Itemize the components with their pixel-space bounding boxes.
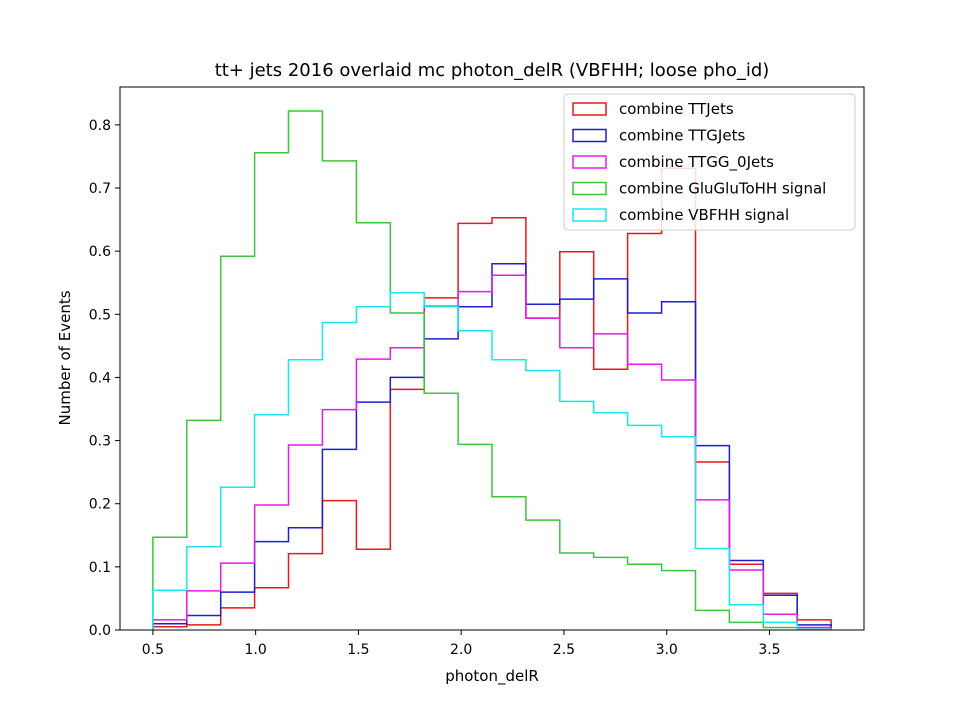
y-tick-label: 0.5: [89, 307, 111, 323]
x-tick-label: 1.0: [245, 642, 267, 658]
x-tick-label: 2.5: [553, 642, 575, 658]
axes-layer: 0.5 1.0 1.5 2.0 2.5 3.0 3.5 0.0 0.1 0.2 0.3 0.4 0.5 0…: [89, 118, 781, 658]
histogram-series-4: [152, 292, 832, 631]
legend-label: combine TTJets: [619, 100, 734, 118]
series-layer: [152, 110, 832, 631]
legend-swatch: [572, 208, 607, 222]
y-tick-label: 0.1: [89, 560, 111, 576]
x-tick-label: 3.0: [656, 642, 678, 658]
chart-title: tt+ jets 2016 overlaid mc photon_delR (V…: [215, 60, 770, 81]
x-axis-label: photon_delR: [445, 667, 539, 686]
legend-swatch: [572, 102, 607, 116]
x-tick-label: 2.0: [450, 642, 472, 658]
legend-label: combine VBFHH signal: [619, 206, 789, 224]
x-tick-label: 1.5: [347, 642, 369, 658]
legend-box: [563, 93, 856, 231]
x-tick-label: 0.5: [142, 642, 164, 658]
y-tick-label: 0.7: [89, 181, 111, 197]
legend-label: combine TTGG_0Jets: [619, 153, 774, 172]
histogram-series-3: [152, 110, 832, 631]
legend: combine TTJets combine TTGJets combine TTG…: [563, 93, 856, 231]
plot-frame: [119, 86, 865, 631]
y-tick-label: 0.6: [89, 244, 111, 260]
y-axis-label: Number of Events: [56, 290, 74, 425]
legend-items: combine TTJets combine TTGJets combine TTG…: [572, 100, 826, 224]
legend-swatch: [572, 181, 607, 196]
y-tick-label: 0.2: [89, 497, 111, 513]
histogram-series-2: [152, 274, 832, 630]
y-tick-label: 0.3: [89, 434, 111, 450]
y-tick-label: 0.4: [89, 370, 111, 386]
legend-swatch: [572, 155, 607, 169]
x-tick-label: 3.5: [758, 642, 780, 658]
y-tick-label: 0.0: [89, 623, 111, 639]
legend-label: combine GluGluToHH signal: [619, 180, 826, 198]
legend-swatch: [572, 128, 607, 143]
y-tick-label: 0.8: [89, 118, 111, 134]
legend-label: combine TTGJets: [619, 127, 745, 145]
